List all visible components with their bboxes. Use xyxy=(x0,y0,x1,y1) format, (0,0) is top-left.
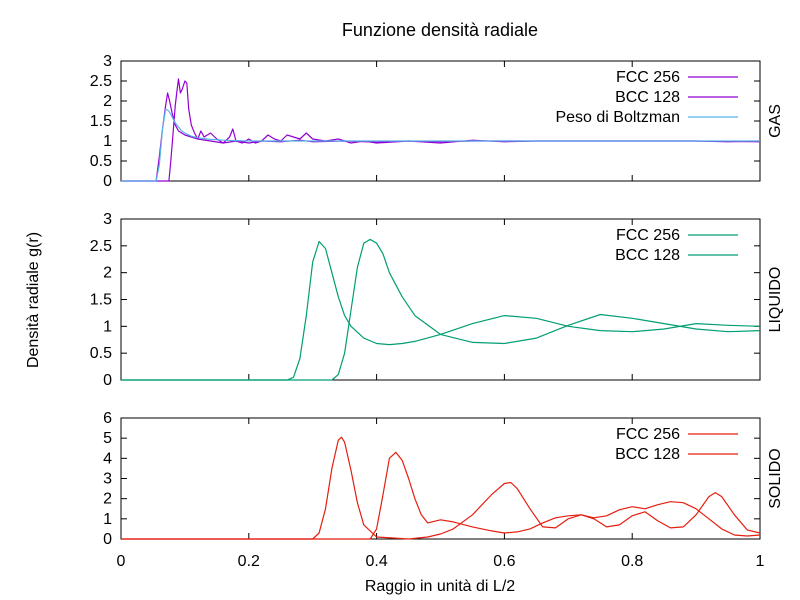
y-tick-label-solido: 4 xyxy=(103,450,112,467)
series-line-gas-1 xyxy=(121,92,761,182)
series-line-gas-2 xyxy=(121,108,760,182)
panel-solido: 0 1 2 3 4 5 6 0 0.2 0.4 0.6 0.8 1 SOLIDO FCC 256 BCC 12… xyxy=(103,410,784,570)
series-line-solido-0 xyxy=(121,436,761,540)
y-tick-label-liquido: 1 xyxy=(103,318,112,335)
legend-label-liquido-1: BCC 128 xyxy=(615,247,680,264)
legend-label-gas-1: BCC 128 xyxy=(615,89,680,106)
y-tick-label-solido: 2 xyxy=(103,491,112,508)
x-tick-label: 0.4 xyxy=(365,553,387,570)
series-line-solido-1 xyxy=(121,451,761,540)
panel-label-gas: GAS xyxy=(767,104,784,138)
y-tick-label-liquido: 1.5 xyxy=(90,292,112,309)
panel-liquido: 0 0.5 1 1.5 2 2.5 3 LIQUIDO FCC 256 BCC 128 xyxy=(90,211,784,389)
x-tick-label: 0.8 xyxy=(621,553,643,570)
y-tick-label-gas: 1 xyxy=(103,133,112,150)
x-tick-label: 1 xyxy=(756,553,765,570)
y-tick-label-solido: 3 xyxy=(103,471,112,488)
y-tick-label-solido: 6 xyxy=(103,410,112,427)
panel-label-liquido: LIQUIDO xyxy=(767,267,784,333)
y-tick-label-solido: 5 xyxy=(103,430,112,447)
panel-gas: 0 0.5 1 1.5 2 2.5 3 GAS FCC 256 BCC 128 Peso di Bo… xyxy=(90,53,784,190)
legend-label-solido-0: FCC 256 xyxy=(616,426,680,443)
y-tick-label-gas: 2.5 xyxy=(90,73,112,90)
legend-label-gas-0: FCC 256 xyxy=(616,69,680,86)
chart-title: Funzione densità radiale xyxy=(342,20,538,40)
y-tick-label-gas: 0 xyxy=(103,173,112,190)
chart-panels: 0 0.5 1 1.5 2 2.5 3 GAS FCC 256 BCC 128 Peso di Bo… xyxy=(90,53,784,570)
y-tick-label-solido: 0 xyxy=(103,531,112,548)
y-tick-label-liquido: 0 xyxy=(103,372,112,389)
y-tick-label-liquido: 2.5 xyxy=(90,238,112,255)
panel-label-solido: SOLIDO xyxy=(767,448,784,508)
y-tick-label-liquido: 2 xyxy=(103,265,112,282)
legend-label-gas-2: Peso di Boltzman xyxy=(555,109,680,126)
y-tick-label-liquido: 0.5 xyxy=(90,345,112,362)
series-line-liquido-0 xyxy=(121,240,761,381)
series-line-liquido-1 xyxy=(121,238,761,381)
y-axis-label: Densità radiale g(r) xyxy=(25,232,42,368)
legend-label-liquido-0: FCC 256 xyxy=(616,227,680,244)
x-tick-label: 0 xyxy=(117,553,126,570)
legend-label-solido-1: BCC 128 xyxy=(615,446,680,463)
y-tick-label-solido: 1 xyxy=(103,511,112,528)
x-tick-label: 0.6 xyxy=(493,553,515,570)
x-tick-label: 0.2 xyxy=(238,553,260,570)
y-tick-label-liquido: 3 xyxy=(103,211,112,228)
y-tick-label-gas: 2 xyxy=(103,93,112,110)
x-axis-label: Raggio in unità di L/2 xyxy=(365,578,515,595)
y-tick-label-gas: 3 xyxy=(103,53,112,70)
y-tick-label-gas: 0.5 xyxy=(90,153,112,170)
y-tick-label-gas: 1.5 xyxy=(90,113,112,130)
